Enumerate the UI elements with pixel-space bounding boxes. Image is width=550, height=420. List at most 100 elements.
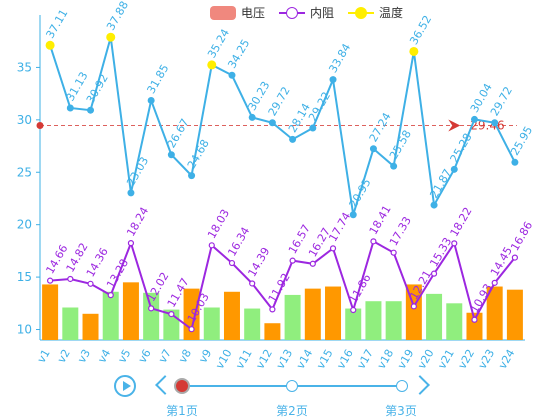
x-tick-label: v11	[233, 347, 255, 370]
point-resistance-v21	[451, 240, 458, 247]
legend-label-voltage: 电压	[241, 6, 266, 20]
point-temperature-v22	[470, 115, 478, 123]
legend-label-resistance: 内阻	[310, 6, 335, 20]
x-tick-label: v18	[375, 347, 397, 370]
bar-v9	[203, 307, 220, 340]
timeline-dot-3[interactable]	[396, 380, 408, 392]
chevron-left-icon[interactable]	[155, 375, 175, 395]
bar-v6	[143, 292, 160, 340]
legend-swatch-resistance	[279, 6, 306, 20]
bar-v17	[365, 301, 382, 340]
legend-label-temperature: 温度	[379, 6, 404, 20]
point-temperature-v11	[248, 113, 256, 121]
bar-v12	[264, 323, 281, 340]
label-resistance-v24: 16.86	[508, 219, 535, 253]
y-tick-label: 25	[17, 165, 32, 179]
bar-v4	[102, 291, 119, 340]
point-resistance-v24	[511, 254, 518, 261]
x-tick-label: v17	[355, 347, 377, 370]
point-temperature-v5	[127, 189, 135, 197]
label-temperature-v8: 24.68	[185, 137, 212, 171]
x-tick-label: v8	[176, 347, 194, 365]
x-tick-label: v5	[116, 347, 134, 365]
point-resistance-v8	[188, 326, 195, 333]
point-temperature-v8	[188, 172, 196, 180]
point-resistance-v18	[390, 249, 397, 256]
point-temperature-v23	[491, 119, 499, 127]
point-temperature-v24	[511, 158, 519, 166]
legend: 电压 内阻 温度	[210, 4, 417, 21]
bar-v22	[466, 312, 483, 340]
x-tick-label: v6	[136, 347, 154, 365]
x-tick-label: v9	[196, 347, 214, 365]
point-resistance-v5	[127, 240, 135, 247]
x-tick-label: v19	[395, 347, 417, 370]
x-tick-label: v1	[35, 347, 53, 365]
bar-v20	[426, 293, 443, 340]
legend-item-temperature[interactable]: 温度	[348, 4, 403, 21]
point-temperature-v21	[450, 165, 458, 173]
timeline-dot-2[interactable]	[286, 380, 298, 392]
label-temperature-v19: 36.52	[407, 13, 434, 47]
label-resistance-v16: 11.86	[347, 272, 374, 306]
bar-v10	[223, 291, 240, 340]
bar-v18	[385, 301, 402, 340]
bar-v15	[325, 286, 342, 340]
point-resistance-v3	[87, 280, 94, 287]
x-tick-label: v12	[253, 347, 275, 370]
timeline-label-1[interactable]: 第1页	[166, 404, 198, 418]
timeline-dot-1[interactable]	[174, 378, 190, 394]
label-resistance-v15: 17.74	[326, 210, 353, 244]
timeline-label-2[interactable]: 第2页	[276, 404, 308, 418]
timeline: 第1页 第2页 第3页	[0, 370, 550, 420]
play-icon	[123, 381, 131, 391]
x-tick-label: v4	[95, 347, 113, 365]
play-button[interactable]	[114, 375, 136, 397]
label-temperature-v9: 35.24	[205, 27, 232, 61]
label-resistance-v1: 14.66	[43, 242, 70, 276]
point-resistance-v10	[228, 259, 236, 267]
markline-start-point	[36, 122, 44, 129]
point-resistance-v16	[350, 306, 357, 314]
point-temperature-v3	[87, 106, 95, 114]
legend-item-voltage[interactable]: 电压	[210, 4, 265, 21]
label-temperature-v17: 27.24	[367, 110, 394, 144]
x-tick-label: v16	[334, 347, 356, 370]
point-resistance-v22	[471, 316, 478, 323]
point-temperature-v13	[289, 135, 297, 143]
point-temperature-v14	[309, 124, 317, 132]
point-resistance-v15	[329, 245, 337, 252]
legend-item-resistance[interactable]: 内阻	[279, 4, 334, 21]
legend-swatch-voltage	[210, 5, 236, 20]
bar-v14	[304, 288, 321, 340]
point-resistance-v1	[47, 277, 54, 284]
timeline-label-3[interactable]: 第3页	[385, 404, 417, 418]
label-resistance-v20: 15.33	[427, 235, 454, 269]
series-line-1	[50, 239, 516, 331]
chevron-right-icon[interactable]	[410, 375, 430, 395]
bar-v2	[62, 307, 79, 340]
point-temperature-v6	[147, 96, 155, 104]
point-temperature-v12	[268, 119, 276, 127]
x-tick-label: v20	[415, 347, 437, 370]
point-temperature-v18	[390, 162, 398, 170]
point-temperature-v17	[369, 145, 377, 153]
x-tick-label: v15	[314, 347, 336, 370]
point-temperature-v9	[207, 60, 217, 70]
x-tick-label: v22	[456, 347, 478, 370]
x-tick-label: v14	[294, 347, 316, 370]
bar-v5	[122, 282, 139, 340]
legend-swatch-temperature	[348, 6, 375, 20]
bar-v16	[345, 308, 362, 340]
label-temperature-v21: 25.28	[448, 131, 475, 165]
label-temperature-v7: 26.67	[165, 116, 192, 150]
x-tick-label: v10	[213, 347, 235, 370]
x-tick-label: v23	[476, 347, 498, 370]
label-resistance-v10: 16.34	[225, 225, 252, 259]
point-temperature-v2	[66, 104, 74, 112]
y-tick-label: 15	[17, 270, 32, 284]
label-resistance-v18: 17.33	[387, 214, 414, 248]
point-resistance-v4	[107, 292, 114, 299]
point-resistance-v19	[410, 303, 417, 310]
